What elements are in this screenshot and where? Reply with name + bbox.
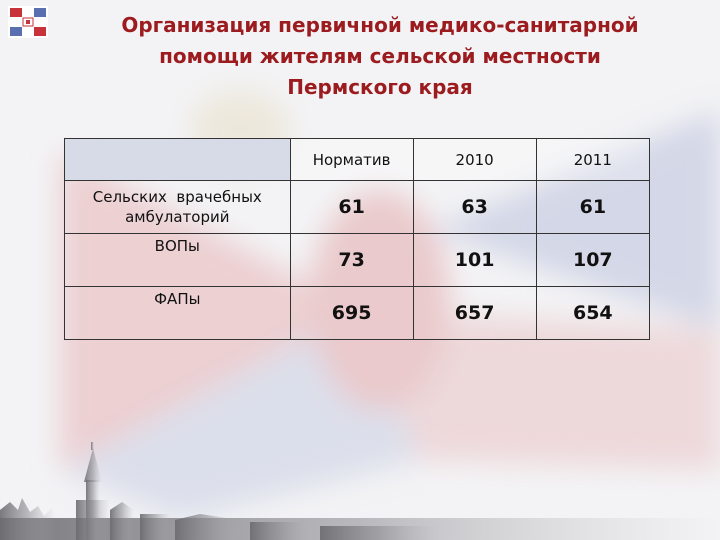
table-row: Сельских врачебных амбулаторий 61 63 61 xyxy=(64,180,651,234)
value-cell: 73 xyxy=(289,233,414,287)
row-label-ambulatories: Сельских врачебных амбулаторий xyxy=(64,180,291,234)
slide-title: Организация первичной медико-санитарной … xyxy=(60,10,700,103)
table-row: ВОПы 73 101 107 xyxy=(64,233,651,287)
row-label-line: ФАПы xyxy=(154,290,201,308)
value-cell: 61 xyxy=(535,180,651,234)
row-label-fap: ФАПы xyxy=(64,286,291,340)
title-line-2: помощи жителям сельской местности xyxy=(159,44,601,68)
value-cell: 695 xyxy=(289,286,414,340)
table-header-row: Норматив 2010 2011 xyxy=(64,138,651,181)
medical-facilities-table: Норматив 2010 2011 Сельских врачебных ам… xyxy=(64,138,651,340)
row-label-line: амбулаторий xyxy=(125,208,230,226)
row-label-line: ВОПы xyxy=(154,237,200,255)
header-norm: Норматив xyxy=(289,138,414,181)
header-corner-cell xyxy=(64,138,291,181)
value-cell: 107 xyxy=(535,233,651,287)
title-line-3: Пермского края xyxy=(287,75,473,99)
value-cell: 101 xyxy=(412,233,537,287)
title-line-1: Организация первичной медико-санитарной xyxy=(121,13,639,37)
header-2011: 2011 xyxy=(535,138,651,181)
value-cell: 657 xyxy=(412,286,537,340)
table-row: ФАПы 695 657 654 xyxy=(64,286,651,340)
value-cell: 61 xyxy=(289,180,414,234)
header-2010: 2010 xyxy=(412,138,537,181)
row-label-line: Сельских врачебных xyxy=(92,188,262,206)
city-skyline-icon xyxy=(0,442,720,540)
row-label-vop: ВОПы xyxy=(64,233,291,287)
perm-krai-flag-logo-icon xyxy=(8,6,48,38)
value-cell: 654 xyxy=(535,286,651,340)
value-cell: 63 xyxy=(412,180,537,234)
